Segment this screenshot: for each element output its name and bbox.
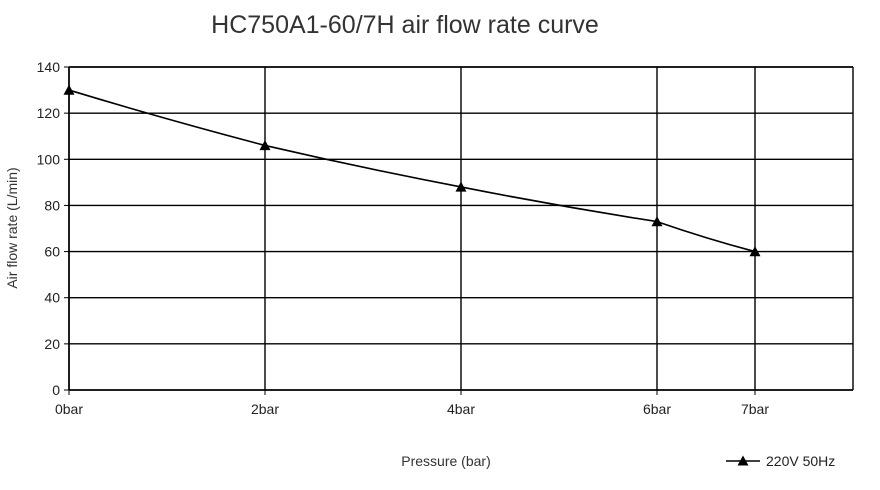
y-tick-label: 140 bbox=[37, 59, 61, 75]
x-axis-label: Pressure (bar) bbox=[401, 453, 490, 469]
data-point-triangle bbox=[63, 84, 75, 95]
y-tick-label: 40 bbox=[44, 290, 60, 306]
series-lines bbox=[68, 89, 756, 253]
x-tick-label: 2bar bbox=[251, 401, 279, 417]
x-tick-label: 6bar bbox=[643, 401, 671, 417]
legend-triangle-icon bbox=[737, 455, 749, 466]
data-point-triangle bbox=[749, 246, 761, 257]
y-tick-label: 100 bbox=[37, 151, 61, 167]
y-axis-label: Air flow rate (L/min) bbox=[4, 167, 20, 288]
x-tick-labels: 0bar 2bar 4bar 6bar 7bar bbox=[55, 401, 769, 417]
legend: 220V 50Hz bbox=[726, 453, 835, 469]
data-point-triangle bbox=[455, 181, 467, 192]
chart-title: HC750A1-60/7H air flow rate curve bbox=[211, 11, 599, 39]
grid bbox=[68, 66, 853, 391]
data-point-triangle bbox=[259, 139, 271, 151]
series-line bbox=[68, 89, 756, 253]
y-tick-label: 60 bbox=[44, 244, 60, 260]
legend-label: 220V 50Hz bbox=[766, 453, 835, 469]
y-tick-label: 120 bbox=[37, 105, 61, 121]
axes bbox=[64, 66, 854, 395]
y-tick-label: 0 bbox=[52, 382, 60, 398]
y-tick-label: 80 bbox=[44, 197, 60, 213]
data-point-markers bbox=[63, 84, 761, 257]
x-tick-label: 7bar bbox=[741, 401, 769, 417]
y-tick-labels: 0 20 40 60 80 100 120 140 bbox=[37, 59, 61, 398]
data-point-triangle bbox=[651, 216, 663, 227]
x-tick-label: 0bar bbox=[55, 401, 83, 417]
x-tick-label: 4bar bbox=[447, 401, 475, 417]
y-tick-label: 20 bbox=[44, 336, 60, 352]
